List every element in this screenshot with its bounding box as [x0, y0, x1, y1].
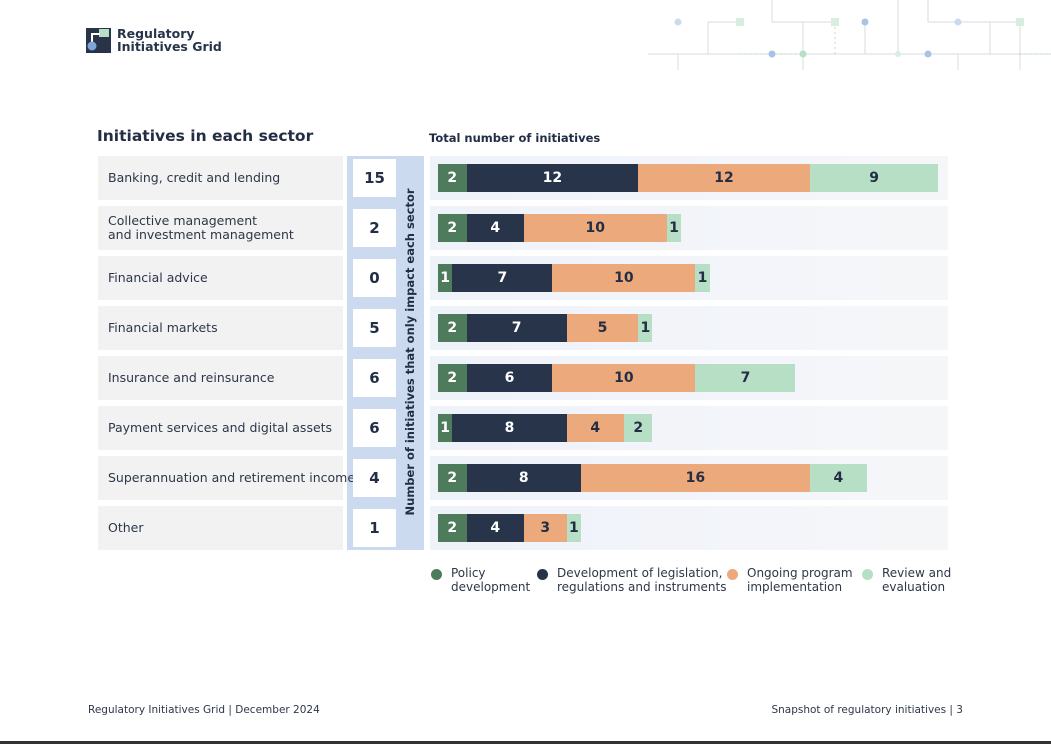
legend-item: Ongoing program implementation: [727, 566, 853, 594]
only-impact-value: 1: [353, 509, 396, 547]
sector-label: Payment services and digital assets: [98, 406, 343, 450]
bar-segment-legislation: 6: [466, 364, 553, 392]
footer-rule: [0, 741, 1051, 744]
legend-swatch: [862, 569, 873, 580]
bar-segment-review: 2: [623, 414, 653, 442]
bar-segment-policy: 1: [438, 264, 453, 292]
bar-segment-legislation: 7: [452, 264, 553, 292]
sector-label: Other: [98, 506, 343, 550]
bar-segment-ongoing: 10: [523, 214, 667, 242]
bar-segment-review: 1: [638, 314, 653, 342]
bar-segment-ongoing: 3: [523, 514, 567, 542]
bar-segment-policy: 2: [438, 314, 467, 342]
bar-segment-ongoing: 12: [638, 164, 810, 192]
section-title: Initiatives in each sector: [97, 127, 314, 145]
only-impact-value: 15: [353, 159, 396, 197]
bar-segment-legislation: 8: [466, 464, 581, 492]
sector-label: Financial markets: [98, 306, 343, 350]
legend-item: Review and evaluation: [862, 566, 951, 594]
legend-item: Development of legislation, regulations …: [537, 566, 726, 594]
chart-title: Total number of initiatives: [429, 131, 601, 145]
only-impact-value: 0: [353, 259, 396, 297]
only-impact-value: 5: [353, 309, 396, 347]
logo-mark-icon: [86, 27, 111, 53]
legend-item: Policy development: [431, 566, 530, 594]
bar-segment-review: 1: [695, 264, 710, 292]
sector-label: Banking, credit and lending: [98, 156, 343, 200]
bar-segment-policy: 2: [438, 464, 467, 492]
bar-segment-legislation: 12: [466, 164, 639, 192]
bar-segment-ongoing: 5: [566, 314, 639, 342]
only-impact-value: 2: [353, 209, 396, 247]
only-impact-value: 4: [353, 459, 396, 497]
bar-segment-policy: 1: [438, 414, 453, 442]
bar-segment-review: 1: [666, 214, 682, 242]
bar-segment-policy: 2: [438, 214, 467, 242]
sector-label: Financial advice: [98, 256, 343, 300]
bar-segment-legislation: 4: [466, 514, 524, 542]
bar-segment-legislation: 4: [466, 214, 524, 242]
bar-segment-ongoing: 10: [552, 364, 696, 392]
legend-label: Ongoing program implementation: [747, 566, 853, 594]
logo-text: Regulatory Initiatives Grid: [117, 27, 222, 53]
footer-left: Regulatory Initiatives Grid | December 2…: [88, 704, 320, 716]
sector-label: Insurance and reinsurance: [98, 356, 343, 400]
bar-segment-legislation: 8: [452, 414, 567, 442]
bar-segment-policy: 2: [438, 164, 467, 192]
bar-segment-ongoing: 10: [552, 264, 696, 292]
bar-segment-legislation: 7: [466, 314, 567, 342]
footer-right: Snapshot of regulatory initiatives | 3: [771, 704, 963, 716]
sector-label: Collective management and investment man…: [98, 206, 343, 250]
logo-line-2: Initiatives Grid: [117, 39, 222, 54]
logo-line-1: Regulatory: [117, 26, 195, 41]
bar-segment-review: 1: [566, 514, 581, 542]
decorative-circuit-graphic: [648, 0, 1051, 70]
bar-segment-ongoing: 16: [581, 464, 810, 492]
only-impact-value: 6: [353, 409, 396, 447]
legend-swatch: [537, 569, 548, 580]
legend-swatch: [727, 569, 738, 580]
legend-swatch: [431, 569, 442, 580]
bar-segment-policy: 2: [438, 514, 467, 542]
sector-label: Superannuation and retirement income: [98, 456, 355, 500]
legend-label: Review and evaluation: [882, 566, 952, 594]
only-impact-axis-label: Number of initiatives that only impact e…: [403, 188, 417, 516]
logo: Regulatory Initiatives Grid: [86, 27, 222, 53]
bar-segment-ongoing: 4: [566, 414, 624, 442]
only-impact-value: 6: [353, 359, 396, 397]
bar-segment-review: 4: [809, 464, 867, 492]
bar-segment-policy: 2: [438, 364, 467, 392]
bar-segment-review: 7: [695, 364, 796, 392]
legend-label: Policy development: [451, 566, 531, 594]
bar-segment-review: 9: [809, 164, 939, 192]
legend-label: Development of legislation, regulations …: [557, 566, 727, 594]
